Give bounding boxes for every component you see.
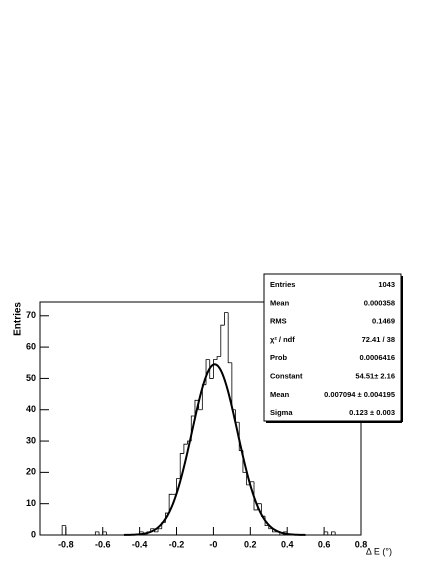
stats-value: 0.0006416: [360, 353, 395, 362]
x-tick-label: 0.4: [281, 539, 294, 549]
y-axis-label: Entries: [13, 302, 24, 336]
histogram-bin: [323, 531, 328, 535]
histogram-bin: [272, 528, 277, 533]
y-tick-label: 30: [26, 435, 36, 445]
histogram-bin: [331, 531, 336, 535]
stats-value: 0.123 ± 0.003: [349, 408, 395, 417]
x-tick-label: -0.8: [58, 539, 74, 549]
histogram-bin: [183, 443, 188, 454]
x-tick-label: 0.2: [244, 539, 257, 549]
histogram-bin: [168, 493, 173, 514]
stats-box: [263, 273, 402, 422]
y-tick-label: 10: [26, 498, 36, 508]
histogram-bin: [106, 531, 111, 536]
fit-curve: [123, 363, 306, 536]
y-tick-label: 20: [26, 467, 36, 477]
histogram-bin: [157, 528, 162, 532]
stats-label: Mean: [270, 298, 290, 307]
histogram-bin: [268, 525, 273, 530]
histogram-bin: [194, 399, 199, 416]
y-tick-label: 0: [31, 529, 36, 539]
histogram-bin: [334, 531, 339, 536]
histogram-bin: [102, 531, 107, 535]
stats-value: 72.41 / 38: [362, 335, 395, 344]
histogram-bin: [220, 324, 225, 357]
histogram-bin: [176, 478, 181, 495]
stats-label: Entries: [270, 280, 295, 289]
histogram-bin: [231, 362, 236, 411]
stats-value: 0.000358: [364, 298, 395, 307]
x-tick-label: -0: [209, 539, 217, 549]
stats-value: 0.1469: [372, 317, 395, 326]
histogram-bin: [213, 359, 218, 379]
stats-label: Constant: [270, 371, 303, 380]
histogram-bin: [98, 531, 103, 536]
y-tick-label: 70: [26, 310, 36, 320]
histogram-bin: [227, 312, 232, 364]
x-tick-label: -0.6: [95, 539, 111, 549]
histogram-bin: [179, 453, 184, 479]
x-tick-label: 0.6: [318, 539, 331, 549]
y-tick-label: 50: [26, 373, 36, 383]
x-tick-label: -0.2: [169, 539, 185, 549]
y-tick-label: 60: [26, 341, 36, 351]
x-tick-label: 0.8: [355, 539, 368, 549]
stats-value: 0.007094 ± 0.004195: [324, 390, 395, 399]
y-tick-label: 40: [26, 404, 36, 414]
histogram-bin: [209, 359, 214, 379]
histogram-bin: [235, 409, 240, 423]
stats-label: Prob: [270, 353, 288, 362]
histogram-bin: [94, 531, 100, 535]
histogram-bin: [253, 481, 258, 511]
stats-label: Sigma: [270, 408, 293, 417]
histogram-bin: [216, 356, 221, 360]
histogram-bin: [246, 472, 251, 486]
x-tick-label: -0.4: [132, 539, 148, 549]
stats-value: 1043: [378, 280, 395, 289]
stats-label: Mean: [270, 390, 290, 399]
histogram-bin: [61, 525, 66, 535]
histogram-bin: [327, 531, 332, 536]
x-axis-label: Δ E (°): [366, 546, 392, 556]
stats-label: RMS: [270, 317, 287, 326]
stats-label: χ² / ndf: [270, 335, 295, 344]
histogram-bin: [65, 525, 70, 536]
histogram-bin: [224, 312, 229, 326]
stats-value: 54.51± 2.16: [355, 371, 395, 380]
